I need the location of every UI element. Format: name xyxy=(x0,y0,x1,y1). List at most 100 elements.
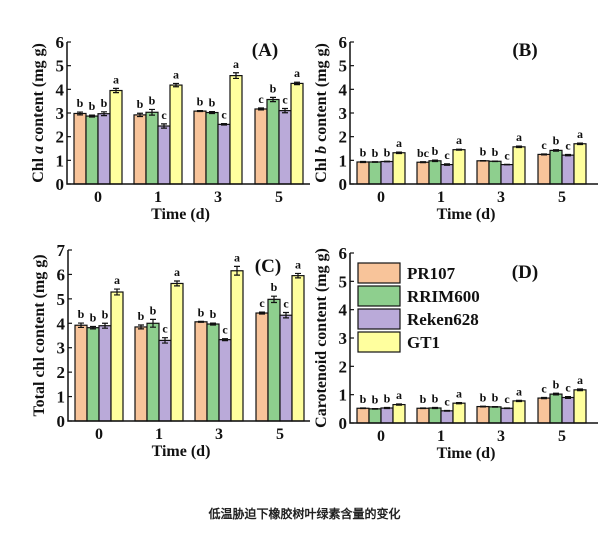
error-bar xyxy=(577,142,583,146)
y-tick-label: 7 xyxy=(57,241,66,260)
error-bar xyxy=(258,107,264,111)
error-bar xyxy=(271,295,277,304)
legend-swatch-rrim600 xyxy=(357,285,401,307)
bar-reken628-5 xyxy=(561,154,575,185)
error-bar xyxy=(396,403,402,406)
y-axis-label: Chl a content (mg g) xyxy=(30,43,47,183)
y-tick-label: 5 xyxy=(56,57,65,76)
bar-rrim600-5 xyxy=(266,98,280,185)
significance-letter: b xyxy=(271,280,278,294)
bar-reken628-5 xyxy=(279,314,293,422)
significance-letter: c xyxy=(222,323,228,337)
significance-letter: b xyxy=(480,145,487,159)
significance-letter: b xyxy=(492,391,499,405)
error-bar xyxy=(270,96,276,103)
error-bar xyxy=(541,153,547,156)
bar-rrim600-3 xyxy=(205,111,219,185)
significance-letter: b xyxy=(101,96,108,110)
bar-gt1-1 xyxy=(452,402,466,424)
bar-gt1-1 xyxy=(170,282,184,422)
panel-label: (D) xyxy=(512,262,538,283)
bar-reken628-1 xyxy=(157,125,171,185)
error-bar xyxy=(209,110,215,115)
bar-pr107-5 xyxy=(537,397,551,424)
y-axis-label: Total chl content (mg g) xyxy=(31,254,48,416)
bar-reken628-0 xyxy=(98,325,112,422)
x-axis-label: Time (d) xyxy=(151,206,210,223)
significance-letter: a xyxy=(114,273,120,287)
bar-pr107-1 xyxy=(416,407,430,424)
x-tick-label: 3 xyxy=(497,428,505,445)
bar-pr107-0 xyxy=(74,324,88,422)
error-bar xyxy=(420,161,426,164)
bar-reken628-1 xyxy=(440,410,454,424)
bar-gt1-0 xyxy=(392,152,406,185)
error-bar xyxy=(456,402,462,405)
error-bar xyxy=(221,123,227,126)
error-bar xyxy=(161,123,167,129)
x-tick-label: 5 xyxy=(558,428,566,445)
panel-label: (B) xyxy=(512,40,537,61)
error-bar xyxy=(432,406,438,410)
y-tick-label: 2 xyxy=(56,128,65,147)
error-bar xyxy=(360,407,366,410)
error-bar xyxy=(197,110,203,113)
significance-letter: b xyxy=(270,81,277,95)
significance-letter: c xyxy=(504,148,510,162)
error-bar xyxy=(360,160,366,164)
significance-letter: a xyxy=(516,130,522,144)
significance-letter: b xyxy=(360,146,367,160)
significance-letter: b xyxy=(420,392,427,406)
significance-letter: b xyxy=(197,95,204,109)
x-tick-label: 1 xyxy=(155,426,163,443)
significance-letter: c xyxy=(283,297,289,311)
error-bar xyxy=(89,114,95,118)
x-tick-label: 5 xyxy=(276,426,284,443)
significance-letter: b xyxy=(480,390,487,404)
y-tick-label: 4 xyxy=(339,301,348,320)
error-bar xyxy=(222,338,228,342)
significance-letter: c xyxy=(221,108,227,122)
x-tick-label: 3 xyxy=(214,189,222,206)
y-axis-label-text: content (mg g) xyxy=(30,43,47,146)
significance-letter: b xyxy=(492,145,499,159)
significance-letter: c xyxy=(541,382,547,396)
legend-label: GT1 xyxy=(407,333,440,352)
bar-pr107-3 xyxy=(476,405,490,424)
error-bar xyxy=(282,107,288,114)
legend-swatch-reken628 xyxy=(357,308,401,330)
bar-rrim600-0 xyxy=(85,115,99,185)
significance-letter: b xyxy=(384,145,391,159)
significance-letter: b xyxy=(90,310,97,324)
bar-gt1-0 xyxy=(109,89,123,185)
panel-label: (C) xyxy=(255,256,281,277)
bar-pr107-5 xyxy=(255,312,269,422)
significance-letter: a xyxy=(396,388,402,402)
error-bar xyxy=(504,407,510,410)
significance-letter: a xyxy=(233,57,239,71)
bar-reken628-3 xyxy=(500,407,514,424)
bar-gt1-1 xyxy=(169,84,183,185)
y-tick-label: 0 xyxy=(56,175,65,194)
bar-pr107-0 xyxy=(73,112,87,185)
y-tick-label: 1 xyxy=(339,386,348,405)
significance-letter: c xyxy=(162,322,168,336)
y-tick-label: 2 xyxy=(339,357,348,376)
significance-letter: b xyxy=(432,144,439,158)
y-tick-label: 3 xyxy=(57,339,66,358)
significance-letter: c xyxy=(504,392,510,406)
bar-gt1-0 xyxy=(110,291,124,422)
y-tick-label: 6 xyxy=(339,244,348,263)
legend-swatch-pr107 xyxy=(357,262,401,284)
y-tick-label: 6 xyxy=(339,33,348,52)
error-bar xyxy=(444,409,450,412)
significance-letter: b xyxy=(138,309,145,323)
bar-pr107-5 xyxy=(537,153,551,185)
significance-letter: b xyxy=(137,97,144,111)
error-bar xyxy=(149,108,155,116)
bar-pr107-0 xyxy=(356,161,370,185)
error-bar xyxy=(432,159,438,163)
